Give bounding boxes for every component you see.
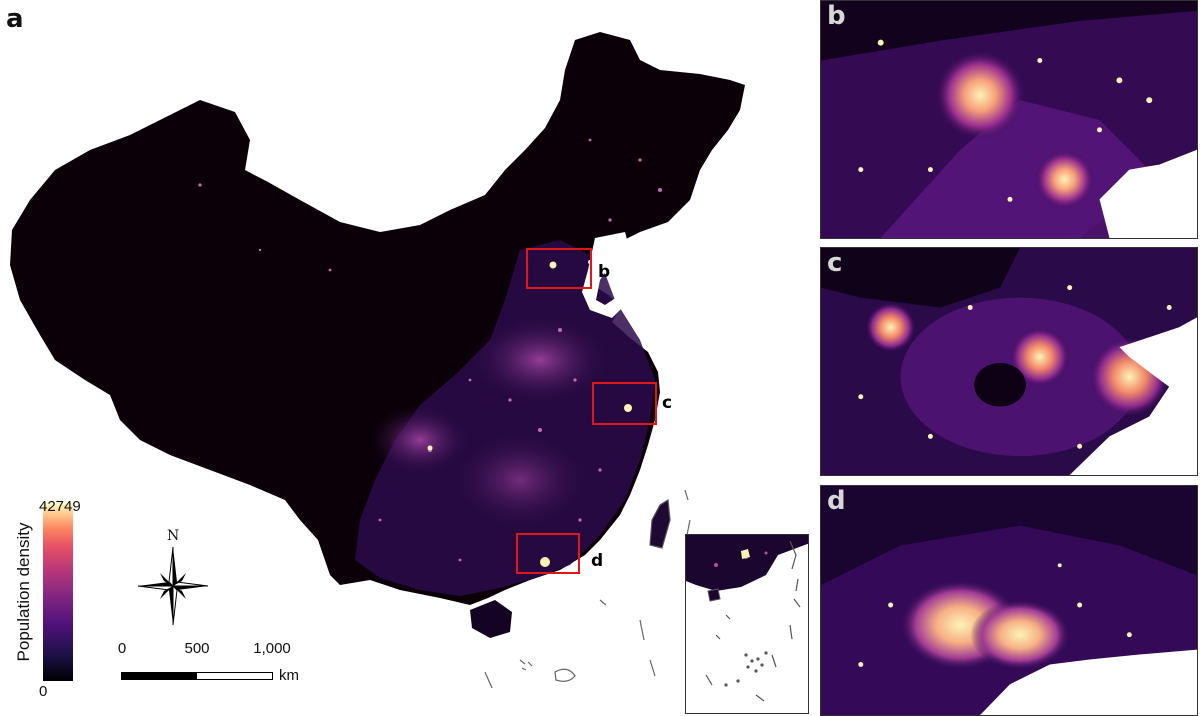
highlight-box-d: [516, 533, 580, 574]
china-population-map: [10, 32, 745, 689]
sichuan-basin-glow: [370, 405, 470, 475]
inset-panel-b: b: [820, 0, 1198, 239]
panel-label-a: a: [6, 4, 24, 34]
city-lights: [198, 138, 662, 562]
scale-unit: km: [279, 667, 299, 684]
inset-panel-c: c: [820, 247, 1198, 476]
scale-tick-500: 500: [184, 640, 210, 657]
highlight-box-b: [526, 248, 592, 289]
box-label-c: c: [662, 393, 673, 413]
compass-rose-icon: [137, 546, 209, 626]
inset-label-c: c: [827, 248, 843, 278]
southeast-glow: [450, 430, 590, 530]
hainan-island: [470, 600, 512, 638]
legend-max-label: 42749: [39, 498, 81, 515]
bright-city-cores: [427, 260, 632, 567]
highlight-box-c: [592, 382, 657, 425]
inset-label-b: b: [827, 1, 846, 31]
legend-min-label: 0: [39, 683, 48, 700]
sea-islands: [484, 489, 691, 689]
south-china-sea-inset: [685, 534, 809, 714]
population-density-colorbar: [43, 503, 73, 681]
north-label: N: [167, 528, 180, 544]
box-label-b: b: [598, 262, 611, 282]
scale-bar: [121, 672, 273, 680]
north-china-plain-glow: [470, 315, 610, 405]
legend-title: Population density: [14, 522, 33, 662]
inset-panel-d: d: [820, 485, 1198, 716]
taiwan-island: [649, 498, 671, 549]
scale-tick-1000: 1,000: [253, 640, 291, 657]
inset-label-d: d: [827, 486, 846, 516]
scale-tick-0: 0: [117, 640, 127, 657]
box-label-d: d: [591, 551, 604, 571]
bohai-sea: [582, 232, 630, 318]
